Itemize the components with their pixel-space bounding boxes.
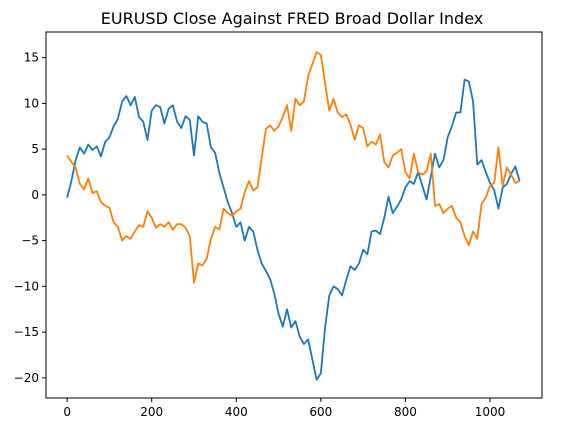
y-tick-label: 0 bbox=[31, 188, 39, 202]
y-tick-label: −10 bbox=[14, 279, 39, 293]
series-layer bbox=[66, 51, 521, 381]
x-tick-label: 400 bbox=[225, 405, 248, 419]
y-tick-label: 15 bbox=[24, 51, 39, 65]
x-tick-label: 1000 bbox=[475, 405, 506, 419]
x-axis: 0 200 400 600 800 1000 bbox=[63, 398, 505, 419]
x-tick-label: 200 bbox=[140, 405, 163, 419]
y-tick-label: −15 bbox=[14, 325, 39, 339]
x-tick-label: 800 bbox=[394, 405, 417, 419]
plot-frame bbox=[45, 31, 543, 399]
y-tick-label: 5 bbox=[31, 142, 39, 156]
y-tick-label: −5 bbox=[21, 234, 39, 248]
y-axis: −20 −15 −10 −5 0 5 10 15 bbox=[14, 51, 46, 385]
x-tick-label: 600 bbox=[309, 405, 332, 419]
y-tick-label: 10 bbox=[24, 96, 39, 110]
chart-title: EURUSD Close Against FRED Broad Dollar I… bbox=[101, 9, 483, 28]
series-line-2 bbox=[66, 51, 520, 284]
series-line-1 bbox=[66, 78, 521, 381]
y-tick-label: −20 bbox=[14, 371, 39, 385]
x-tick-label: 0 bbox=[63, 405, 71, 419]
